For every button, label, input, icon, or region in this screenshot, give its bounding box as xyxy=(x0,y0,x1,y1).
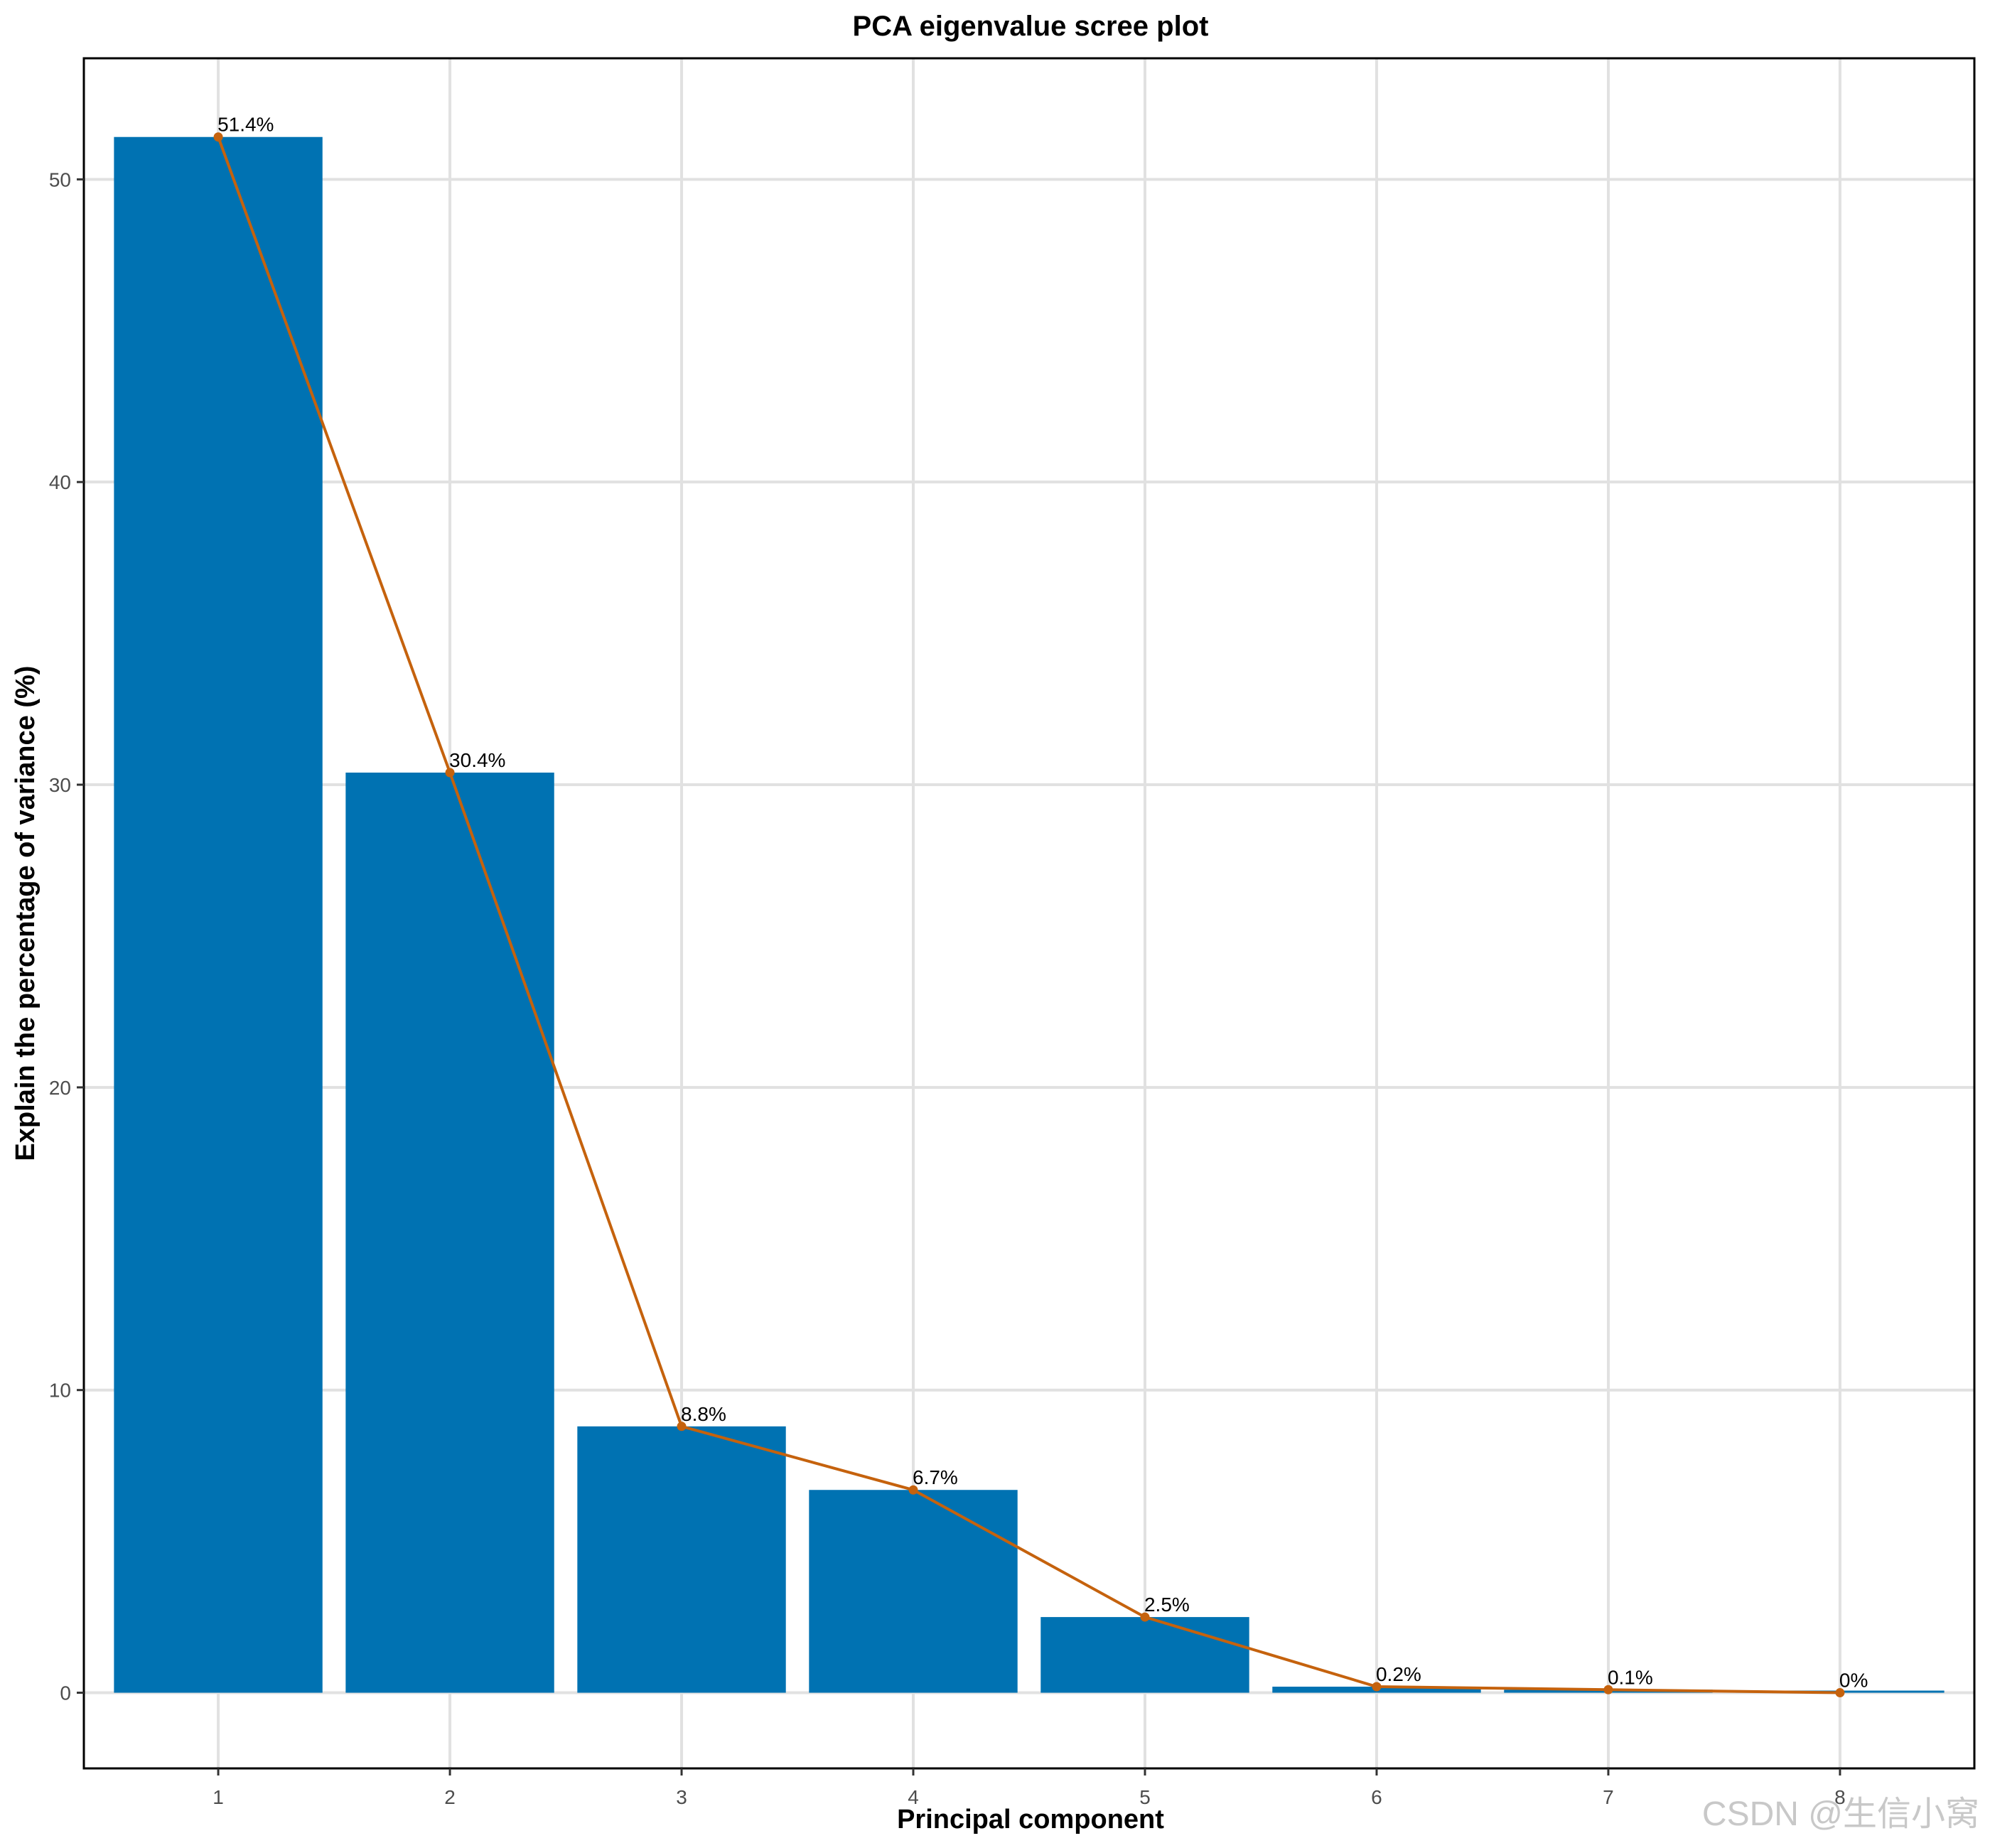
x-tick-label: 4 xyxy=(908,1786,919,1808)
variance-line-path xyxy=(217,136,1840,1694)
data-labels: 51.4% 30.4% 8.8% 6.7% 2.5% 0.2% 0.1% 0% xyxy=(217,114,1868,1692)
y-tick-label: 40 xyxy=(49,471,71,493)
bar xyxy=(114,136,323,1693)
data-label: 30.4% xyxy=(449,749,505,771)
watermark: CSDN @生信小窝 xyxy=(1702,1795,1979,1833)
grid xyxy=(84,58,1974,1768)
line-point xyxy=(908,1485,918,1495)
variance-line xyxy=(213,132,1845,1698)
line-point xyxy=(1372,1682,1382,1692)
x-tick-label: 5 xyxy=(1139,1786,1151,1808)
line-point xyxy=(213,132,223,142)
x-tick-label: 6 xyxy=(1371,1786,1382,1808)
data-label: 2.5% xyxy=(1144,1594,1190,1616)
y-tick-label: 20 xyxy=(49,1077,71,1099)
line-point xyxy=(445,768,455,778)
line-point xyxy=(677,1422,687,1431)
chart-title: PCA eigenvalue scree plot xyxy=(853,11,1209,42)
x-tick-label: 1 xyxy=(213,1786,224,1808)
line-point xyxy=(1603,1685,1613,1694)
x-tick-label: 2 xyxy=(444,1786,456,1808)
bar xyxy=(577,1426,786,1693)
y-tick-label: 10 xyxy=(49,1380,71,1402)
data-label: 0.2% xyxy=(1376,1663,1421,1685)
line-point xyxy=(1140,1612,1150,1622)
line-point xyxy=(1835,1688,1845,1698)
y-axis-ticks: 0 10 20 30 40 50 xyxy=(49,168,84,1704)
x-axis-title: Principal component xyxy=(897,1805,1164,1834)
data-label: 8.8% xyxy=(681,1403,726,1425)
bar xyxy=(809,1490,1018,1693)
panel-border xyxy=(82,57,1976,1770)
y-axis-title: Explain the percentage of variance (%) xyxy=(11,666,41,1161)
y-tick-label: 0 xyxy=(60,1682,71,1704)
bars xyxy=(114,136,1945,1693)
data-label: 51.4% xyxy=(217,114,274,136)
bar xyxy=(1040,1617,1249,1693)
data-label: 0% xyxy=(1839,1670,1868,1692)
y-tick-label: 30 xyxy=(49,774,71,796)
y-tick-label: 50 xyxy=(49,168,71,190)
data-label: 6.7% xyxy=(913,1466,958,1488)
x-tick-label: 8 xyxy=(1834,1786,1846,1808)
bar xyxy=(345,772,554,1693)
x-tick-label: 7 xyxy=(1603,1786,1614,1808)
x-axis-ticks: 1 2 3 4 5 6 7 8 xyxy=(213,1768,1846,1808)
data-label: 0.1% xyxy=(1608,1666,1653,1688)
x-tick-label: 3 xyxy=(676,1786,687,1808)
